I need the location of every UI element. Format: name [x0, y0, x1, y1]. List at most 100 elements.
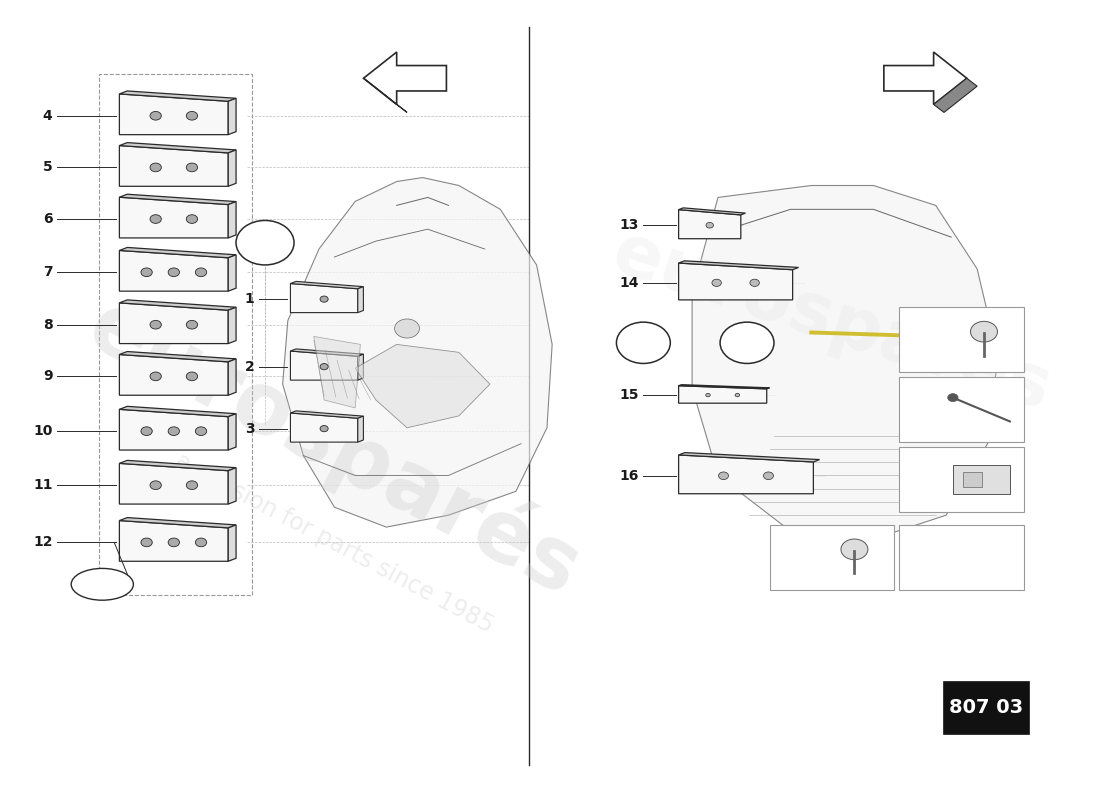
Polygon shape — [228, 468, 236, 504]
Polygon shape — [228, 150, 236, 186]
Text: 20: 20 — [782, 550, 800, 564]
Polygon shape — [290, 349, 363, 356]
Polygon shape — [120, 521, 228, 562]
Polygon shape — [228, 202, 236, 238]
Text: 18: 18 — [912, 403, 930, 416]
Text: 17: 17 — [912, 473, 930, 486]
Text: 17: 17 — [636, 336, 651, 350]
FancyBboxPatch shape — [900, 307, 1024, 372]
Circle shape — [706, 222, 714, 228]
Polygon shape — [120, 247, 236, 258]
Text: 8: 8 — [43, 318, 53, 332]
Circle shape — [735, 394, 739, 397]
Circle shape — [712, 279, 722, 286]
Text: 19: 19 — [912, 333, 930, 346]
Circle shape — [320, 296, 328, 302]
Text: 13: 13 — [620, 218, 639, 232]
Circle shape — [706, 394, 711, 397]
Circle shape — [186, 320, 198, 329]
Circle shape — [141, 538, 152, 546]
Ellipse shape — [72, 569, 133, 600]
Circle shape — [141, 427, 152, 435]
Circle shape — [168, 427, 179, 435]
Polygon shape — [363, 52, 447, 105]
FancyBboxPatch shape — [770, 525, 894, 590]
Polygon shape — [120, 406, 236, 417]
Circle shape — [150, 214, 162, 223]
Polygon shape — [228, 414, 236, 450]
Circle shape — [150, 372, 162, 381]
Polygon shape — [120, 460, 236, 470]
Polygon shape — [884, 52, 967, 105]
Circle shape — [196, 538, 207, 546]
Polygon shape — [290, 283, 358, 313]
Polygon shape — [120, 250, 228, 291]
Text: 10: 10 — [33, 424, 53, 438]
Circle shape — [186, 111, 198, 120]
Text: 7: 7 — [43, 266, 53, 279]
FancyBboxPatch shape — [953, 465, 1010, 494]
Polygon shape — [679, 261, 799, 270]
Circle shape — [763, 472, 773, 479]
Text: 20: 20 — [739, 336, 755, 350]
Polygon shape — [120, 94, 228, 134]
Polygon shape — [679, 208, 746, 215]
Polygon shape — [228, 254, 236, 291]
Polygon shape — [290, 282, 363, 289]
Polygon shape — [228, 307, 236, 343]
Polygon shape — [120, 91, 236, 102]
Circle shape — [168, 268, 179, 277]
Polygon shape — [228, 98, 236, 134]
Text: eurosparés: eurosparés — [604, 216, 1060, 426]
Polygon shape — [934, 78, 977, 113]
Circle shape — [186, 163, 198, 172]
Circle shape — [616, 322, 670, 363]
Text: 4: 4 — [43, 109, 53, 122]
Circle shape — [150, 320, 162, 329]
Circle shape — [186, 214, 198, 223]
Polygon shape — [120, 142, 236, 153]
Text: a passion for parts since 1985: a passion for parts since 1985 — [172, 449, 498, 638]
Circle shape — [840, 539, 868, 560]
Circle shape — [718, 472, 728, 479]
Polygon shape — [679, 455, 813, 494]
Text: 18: 18 — [95, 578, 110, 591]
Polygon shape — [692, 186, 998, 539]
Text: 9: 9 — [43, 370, 53, 383]
Polygon shape — [228, 359, 236, 395]
Text: 1: 1 — [245, 292, 255, 306]
Circle shape — [750, 279, 759, 286]
Text: 15: 15 — [619, 388, 639, 402]
Polygon shape — [290, 411, 363, 418]
Polygon shape — [290, 413, 358, 442]
Text: eurosparés: eurosparés — [74, 282, 595, 614]
Text: 14: 14 — [619, 276, 639, 290]
Polygon shape — [120, 518, 236, 528]
Circle shape — [186, 372, 198, 381]
Circle shape — [168, 538, 179, 546]
Circle shape — [236, 221, 294, 265]
Polygon shape — [120, 198, 228, 238]
Polygon shape — [120, 354, 228, 395]
Polygon shape — [120, 410, 228, 450]
Polygon shape — [314, 337, 361, 408]
Polygon shape — [363, 78, 407, 113]
Polygon shape — [120, 303, 228, 343]
Text: 16: 16 — [620, 469, 639, 482]
Text: 6: 6 — [43, 212, 53, 226]
Circle shape — [320, 363, 328, 370]
Circle shape — [948, 394, 958, 402]
Text: 2: 2 — [245, 360, 255, 374]
Circle shape — [150, 481, 162, 490]
FancyBboxPatch shape — [944, 682, 1028, 734]
Circle shape — [196, 268, 207, 277]
Polygon shape — [120, 194, 236, 205]
Polygon shape — [228, 525, 236, 562]
Text: 5: 5 — [43, 161, 53, 174]
Circle shape — [970, 322, 998, 342]
Text: 3: 3 — [245, 422, 255, 436]
FancyBboxPatch shape — [900, 525, 1024, 590]
Polygon shape — [120, 300, 236, 310]
Text: 807 03: 807 03 — [949, 698, 1023, 718]
Polygon shape — [358, 416, 363, 442]
